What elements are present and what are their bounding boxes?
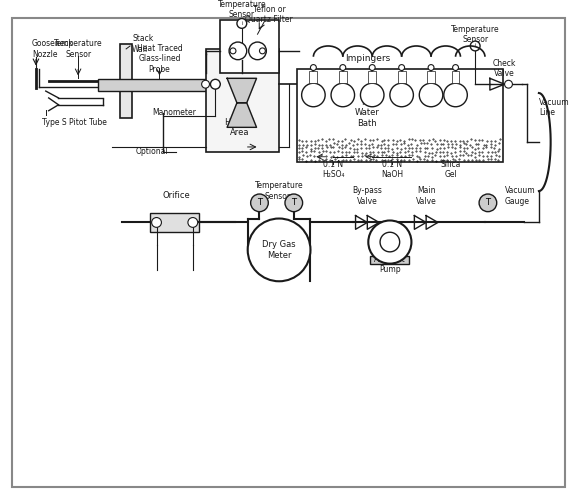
Circle shape [470, 41, 480, 51]
Text: Temperature
Sensor: Temperature Sensor [451, 25, 499, 44]
Text: i: i [241, 21, 242, 26]
Circle shape [302, 83, 325, 107]
Bar [205, 49, 279, 152]
Text: Manometer: Manometer [152, 108, 196, 117]
Polygon shape [227, 103, 256, 127]
Circle shape [188, 217, 198, 227]
Circle shape [340, 65, 346, 70]
Circle shape [369, 65, 375, 70]
Bar [297, 68, 503, 162]
Bar [97, 79, 215, 91]
Text: Temperature
Sensors: Temperature Sensors [255, 181, 303, 201]
Circle shape [285, 194, 303, 212]
Circle shape [230, 48, 236, 54]
Text: Air-Tight
Pump: Air-Tight Pump [374, 255, 406, 274]
Text: Gooseneck
Nozzle: Gooseneck Nozzle [32, 39, 74, 58]
Text: Temperature
Sensor: Temperature Sensor [218, 0, 266, 19]
Circle shape [398, 65, 405, 70]
Text: Temperature
Sensor: Temperature Sensor [54, 39, 103, 58]
Polygon shape [356, 216, 367, 229]
Circle shape [211, 79, 220, 89]
Bar [310, 71, 317, 83]
Polygon shape [367, 216, 379, 229]
Text: Orifice: Orifice [162, 192, 190, 200]
Bar [452, 71, 459, 83]
Circle shape [331, 83, 354, 107]
Bar [120, 44, 132, 117]
Text: i: i [474, 44, 476, 49]
Bar [220, 19, 279, 73]
Circle shape [360, 83, 384, 107]
Circle shape [249, 42, 266, 60]
Circle shape [428, 65, 434, 70]
Bar [398, 71, 405, 83]
Circle shape [229, 42, 246, 60]
Circle shape [259, 48, 266, 54]
Bar [370, 256, 409, 264]
Circle shape [310, 65, 316, 70]
Circle shape [444, 83, 467, 107]
Text: Optional: Optional [135, 148, 168, 156]
Circle shape [237, 18, 246, 28]
Bar [368, 71, 376, 83]
Text: 0.1 N
H₂SO₄: 0.1 N H₂SO₄ [322, 160, 345, 179]
Text: T: T [291, 198, 296, 207]
Text: Silica
Gel: Silica Gel [440, 160, 461, 179]
Circle shape [151, 217, 161, 227]
Wedge shape [360, 204, 375, 212]
Circle shape [202, 80, 209, 88]
Text: T: T [257, 198, 262, 207]
Circle shape [452, 65, 459, 70]
Polygon shape [426, 216, 438, 229]
Bar [427, 71, 435, 83]
Polygon shape [227, 78, 256, 103]
Text: Ice
Water
Bath: Ice Water Bath [355, 98, 380, 128]
Text: Heat Traced
Glass-lined
Probe: Heat Traced Glass-lined Probe [137, 44, 182, 74]
Text: 0.1 N
NaOH: 0.1 N NaOH [380, 160, 403, 179]
Text: Dry Gas
Meter: Dry Gas Meter [262, 240, 296, 259]
Text: Heated
Area: Heated Area [224, 118, 255, 137]
Circle shape [479, 194, 496, 212]
Text: T: T [485, 198, 491, 207]
Circle shape [380, 232, 400, 252]
Text: Check
Valve: Check Valve [493, 59, 516, 78]
Circle shape [368, 220, 411, 264]
Text: Stack
Wall: Stack Wall [132, 34, 153, 54]
Circle shape [251, 194, 269, 212]
Text: Vacuum
Gauge: Vacuum Gauge [505, 186, 535, 206]
Wedge shape [418, 204, 434, 212]
Text: Impingers: Impingers [345, 54, 390, 63]
Circle shape [505, 80, 512, 88]
Text: By-pass
Valve: By-pass Valve [353, 186, 382, 206]
Text: Main
Valve: Main Valve [416, 186, 437, 206]
Circle shape [419, 83, 443, 107]
Bar [150, 213, 199, 232]
Text: Type S Pitot Tube: Type S Pitot Tube [42, 118, 107, 127]
Bar [339, 71, 347, 83]
Text: Vacuum
Line: Vacuum Line [539, 98, 570, 117]
Polygon shape [414, 216, 426, 229]
Circle shape [390, 83, 414, 107]
Text: Teflon or
Quartz Filter: Teflon or Quartz Filter [245, 5, 293, 24]
Polygon shape [490, 78, 505, 90]
Circle shape [248, 218, 310, 281]
